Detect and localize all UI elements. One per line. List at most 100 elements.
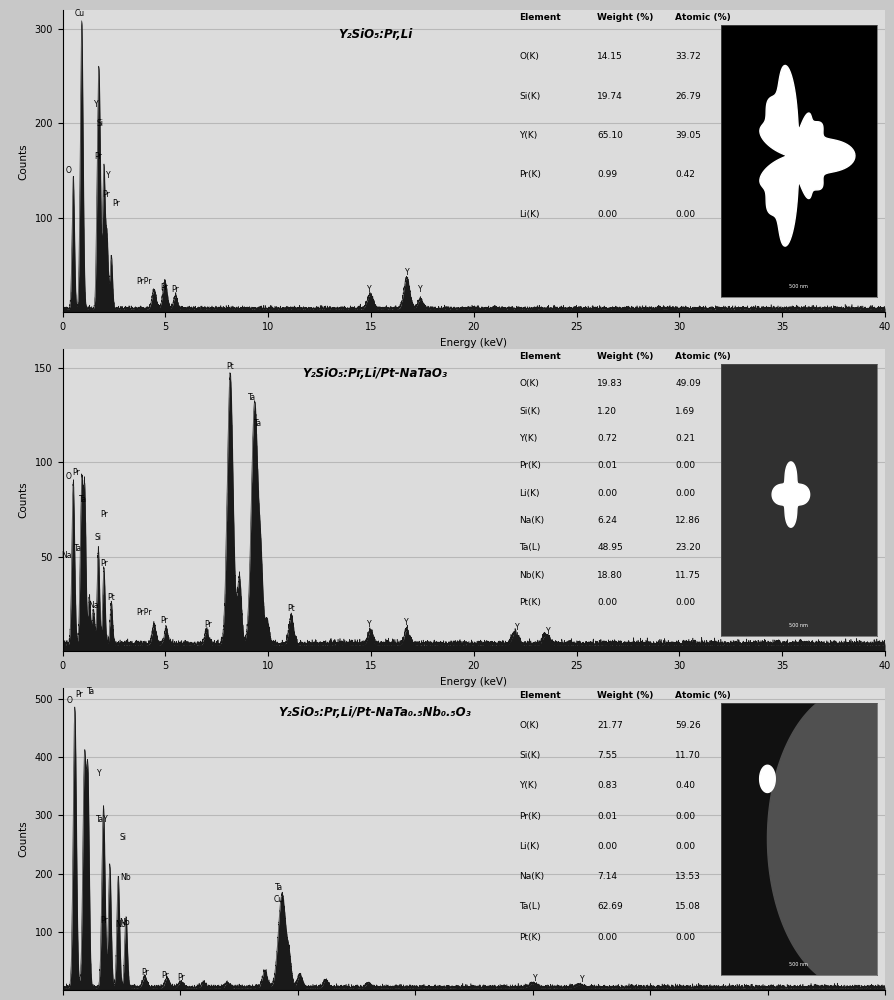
Text: O(K): O(K): [519, 52, 539, 61]
Text: 18.80: 18.80: [597, 571, 623, 580]
Text: Pr: Pr: [95, 152, 102, 161]
Text: 0.00: 0.00: [675, 461, 696, 470]
Text: 59.26: 59.26: [675, 721, 701, 730]
Text: Pt: Pt: [287, 604, 295, 613]
Text: Li(K): Li(K): [519, 842, 540, 851]
Text: 23.20: 23.20: [675, 543, 701, 552]
Text: 0.00: 0.00: [675, 598, 696, 607]
Text: Nb: Nb: [120, 918, 130, 927]
Text: 48.95: 48.95: [597, 543, 623, 552]
Text: Y: Y: [404, 268, 409, 277]
Text: 14.15: 14.15: [597, 52, 623, 61]
Text: Pr: Pr: [113, 199, 120, 208]
Text: Pr: Pr: [160, 283, 168, 292]
Text: Na: Na: [89, 601, 99, 610]
Text: 0.21: 0.21: [675, 434, 696, 443]
Text: O: O: [67, 696, 73, 705]
Text: PrPr: PrPr: [137, 608, 152, 617]
Text: Pr: Pr: [160, 616, 168, 625]
Text: 12.86: 12.86: [675, 516, 701, 525]
Text: Ta: Ta: [88, 687, 96, 696]
Text: Atomic (%): Atomic (%): [675, 352, 731, 361]
Text: Y: Y: [404, 618, 409, 627]
Text: Pt(K): Pt(K): [519, 598, 541, 607]
Text: 11.70: 11.70: [675, 751, 701, 760]
X-axis label: Energy (keV): Energy (keV): [441, 338, 507, 348]
Text: 33.72: 33.72: [675, 52, 701, 61]
Text: TaY: TaY: [96, 815, 108, 824]
Text: Pr: Pr: [100, 510, 108, 519]
Text: PrPr: PrPr: [137, 277, 152, 286]
Text: Y: Y: [97, 769, 102, 778]
Text: Ta: Ta: [74, 544, 82, 553]
Y-axis label: Counts: Counts: [19, 482, 29, 518]
Text: O: O: [66, 472, 72, 481]
Text: 0.42: 0.42: [675, 170, 696, 179]
Text: Cu: Cu: [75, 9, 85, 18]
Text: Y: Y: [579, 975, 585, 984]
Text: Na: Na: [61, 551, 72, 560]
Text: Pt: Pt: [107, 593, 115, 602]
Text: Weight (%): Weight (%): [597, 691, 654, 700]
Text: Ta: Ta: [248, 393, 256, 402]
Text: Element: Element: [519, 352, 561, 361]
Text: 62.69: 62.69: [597, 902, 623, 911]
Text: Element: Element: [519, 691, 561, 700]
Text: Y: Y: [418, 285, 423, 294]
Text: Pr(K): Pr(K): [519, 812, 541, 821]
Text: Pr: Pr: [100, 559, 108, 568]
Text: 15.08: 15.08: [675, 902, 701, 911]
Text: Nb: Nb: [121, 873, 131, 882]
Text: Pr: Pr: [177, 973, 185, 982]
Text: O: O: [66, 166, 72, 175]
Text: Ta(L): Ta(L): [519, 902, 541, 911]
Text: 0.01: 0.01: [597, 812, 618, 821]
Text: 1.69: 1.69: [675, 407, 696, 416]
Text: Element: Element: [519, 13, 561, 22]
Text: Si(K): Si(K): [519, 751, 540, 760]
Text: 0.00: 0.00: [675, 210, 696, 219]
Text: 0.01: 0.01: [597, 461, 618, 470]
Text: O(K): O(K): [519, 721, 539, 730]
Text: Ta(L): Ta(L): [519, 543, 541, 552]
Y-axis label: Counts: Counts: [19, 820, 29, 857]
Text: Pr: Pr: [172, 285, 180, 294]
Text: 0.00: 0.00: [675, 489, 696, 498]
Text: Atomic (%): Atomic (%): [675, 13, 731, 22]
Text: Y: Y: [545, 627, 550, 636]
Text: 26.79: 26.79: [675, 92, 701, 101]
Text: Li(K): Li(K): [519, 489, 540, 498]
Text: Si(K): Si(K): [519, 407, 540, 416]
Text: O(K): O(K): [519, 379, 539, 388]
Text: Pr: Pr: [102, 190, 110, 199]
Text: Pr: Pr: [100, 916, 108, 925]
Text: Nb(K): Nb(K): [519, 571, 544, 580]
Text: 0.00: 0.00: [675, 812, 696, 821]
Text: Pr(K): Pr(K): [519, 461, 541, 470]
Text: Atomic (%): Atomic (%): [675, 691, 731, 700]
Text: Nb: Nb: [115, 920, 126, 929]
Y-axis label: Counts: Counts: [19, 143, 29, 180]
Text: 6.24: 6.24: [597, 516, 617, 525]
Text: 0.99: 0.99: [597, 170, 618, 179]
Text: 0.83: 0.83: [597, 781, 618, 790]
Text: Y: Y: [533, 974, 537, 983]
Text: 0.00: 0.00: [597, 598, 618, 607]
Text: Si: Si: [97, 119, 104, 128]
Text: Cu: Cu: [274, 895, 283, 904]
Text: Pr: Pr: [205, 620, 213, 629]
Text: 0.00: 0.00: [597, 210, 618, 219]
Text: 39.05: 39.05: [675, 131, 701, 140]
Text: Weight (%): Weight (%): [597, 13, 654, 22]
Text: 65.10: 65.10: [597, 131, 623, 140]
Text: Si: Si: [95, 533, 102, 542]
Text: 11.75: 11.75: [675, 571, 701, 580]
Text: 0.72: 0.72: [597, 434, 617, 443]
Text: 7.55: 7.55: [597, 751, 618, 760]
Text: Y(K): Y(K): [519, 434, 537, 443]
Text: Na(K): Na(K): [519, 872, 544, 881]
Text: Y: Y: [105, 171, 110, 180]
Text: Pt: Pt: [226, 362, 234, 371]
Text: Pt(K): Pt(K): [519, 933, 541, 942]
Text: Pr(K): Pr(K): [519, 170, 541, 179]
